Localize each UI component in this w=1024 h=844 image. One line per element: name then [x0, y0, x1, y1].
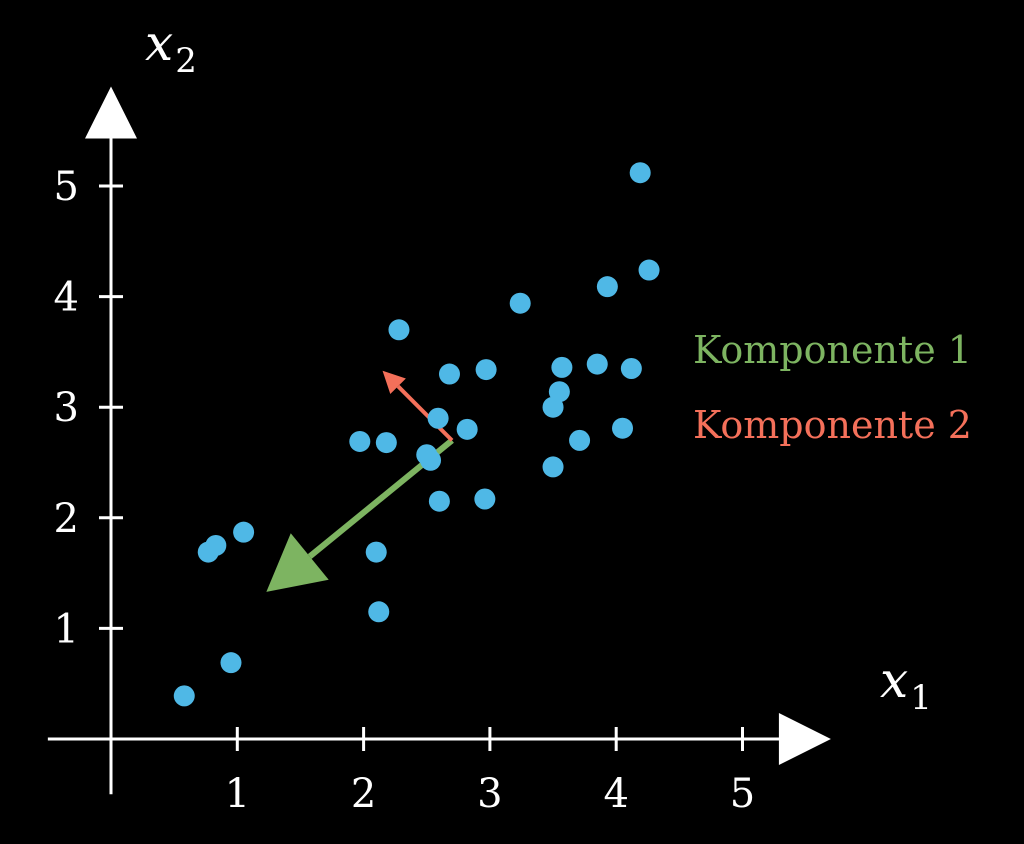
- data-point: [438, 363, 460, 385]
- axis-labels: x1 x2: [145, 14, 932, 718]
- legend-komponente-1: Komponente 1: [693, 328, 972, 372]
- x-axis-label: x1: [880, 651, 932, 718]
- data-point: [456, 418, 478, 440]
- data-point: [638, 259, 660, 281]
- data-point: [375, 432, 397, 454]
- data-point: [428, 490, 450, 512]
- y-tick-label: 5: [54, 164, 79, 210]
- data-point: [569, 429, 591, 451]
- axes: 1 2 3 4 5 1 2 3 4 5: [47, 86, 831, 817]
- data-point: [474, 488, 496, 510]
- data-point: [205, 534, 227, 556]
- data-point: [233, 521, 255, 543]
- data-point: [475, 359, 497, 381]
- data-point: [173, 685, 195, 707]
- data-point: [349, 430, 371, 452]
- component-vectors: [266, 370, 454, 592]
- data-point: [629, 162, 651, 184]
- x-tick-label: 5: [730, 771, 755, 817]
- data-point: [548, 381, 570, 403]
- data-point: [365, 541, 387, 563]
- x-tick-label: 1: [225, 771, 250, 817]
- data-point: [388, 319, 410, 341]
- x-tick-label: 4: [603, 771, 628, 817]
- vector-komponente-2-shaft: [396, 384, 454, 442]
- data-point: [509, 292, 531, 314]
- legend-komponente-2: Komponente 2: [693, 403, 972, 447]
- data-point: [368, 601, 390, 623]
- y-tick-label: 4: [54, 275, 79, 321]
- vector-komponente-1-head: [266, 533, 329, 592]
- data-point: [620, 357, 642, 379]
- y-axis-label: x2: [145, 14, 197, 81]
- x-tick-label: 2: [351, 771, 376, 817]
- data-point: [596, 276, 618, 298]
- data-point: [220, 652, 242, 674]
- data-point: [551, 356, 573, 378]
- y-tick-label: 1: [54, 606, 79, 652]
- data-point: [542, 456, 564, 478]
- x-tick-label: 3: [477, 771, 502, 817]
- data-point: [612, 417, 634, 439]
- data-points: [173, 162, 660, 707]
- data-point: [420, 449, 442, 471]
- y-axis-arrowhead: [85, 86, 137, 139]
- legend: Komponente 1 Komponente 2: [693, 328, 972, 447]
- data-point: [586, 353, 608, 375]
- y-tick-label: 3: [54, 385, 79, 431]
- vector-komponente-2-head: [382, 370, 406, 395]
- data-point: [427, 407, 449, 429]
- x-axis-arrowhead: [778, 713, 831, 765]
- y-tick-label: 2: [54, 496, 79, 542]
